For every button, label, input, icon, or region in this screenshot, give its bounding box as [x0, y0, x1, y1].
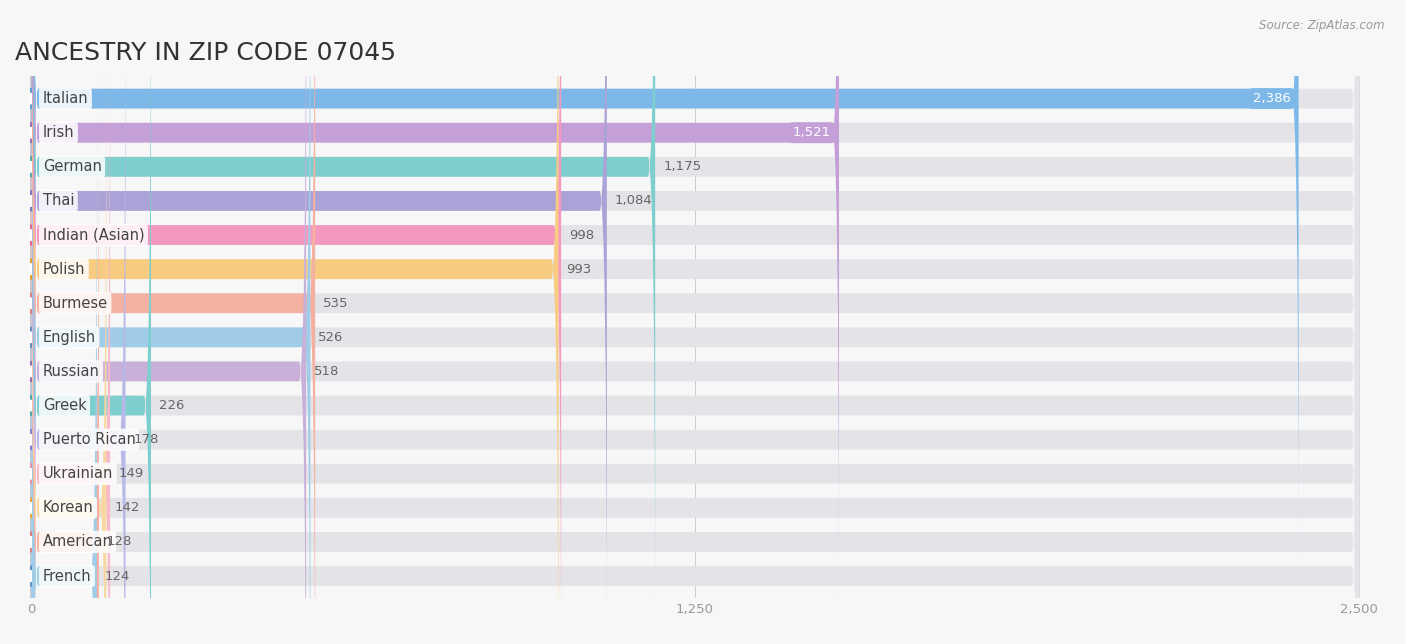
- FancyBboxPatch shape: [31, 74, 1360, 644]
- Text: Irish: Irish: [42, 125, 75, 140]
- Text: Indian (Asian): Indian (Asian): [42, 227, 145, 243]
- FancyBboxPatch shape: [31, 6, 110, 644]
- FancyBboxPatch shape: [31, 0, 1360, 644]
- Text: German: German: [42, 159, 101, 175]
- Text: Russian: Russian: [42, 364, 100, 379]
- Text: 2,386: 2,386: [1253, 92, 1291, 105]
- Text: 998: 998: [569, 229, 595, 242]
- Text: Thai: Thai: [42, 193, 75, 209]
- FancyBboxPatch shape: [31, 0, 1360, 644]
- FancyBboxPatch shape: [31, 0, 125, 644]
- FancyBboxPatch shape: [31, 41, 1360, 644]
- FancyBboxPatch shape: [31, 0, 655, 634]
- FancyBboxPatch shape: [31, 0, 1360, 644]
- Text: 149: 149: [118, 468, 143, 480]
- Text: Puerto Rican: Puerto Rican: [42, 432, 135, 447]
- Text: Ukrainian: Ukrainian: [42, 466, 112, 481]
- Text: 993: 993: [567, 263, 592, 276]
- Text: Greek: Greek: [42, 398, 86, 413]
- FancyBboxPatch shape: [31, 0, 315, 644]
- Text: 535: 535: [323, 297, 349, 310]
- FancyBboxPatch shape: [31, 0, 1360, 566]
- Text: American: American: [42, 535, 112, 549]
- FancyBboxPatch shape: [31, 0, 1360, 644]
- FancyBboxPatch shape: [31, 0, 561, 644]
- FancyBboxPatch shape: [31, 0, 1360, 644]
- FancyBboxPatch shape: [31, 41, 107, 644]
- Text: 1,175: 1,175: [664, 160, 702, 173]
- FancyBboxPatch shape: [31, 0, 1299, 566]
- FancyBboxPatch shape: [31, 74, 98, 644]
- FancyBboxPatch shape: [31, 0, 150, 644]
- Text: 128: 128: [107, 535, 132, 549]
- Text: 226: 226: [159, 399, 184, 412]
- FancyBboxPatch shape: [31, 0, 311, 644]
- FancyBboxPatch shape: [31, 0, 1360, 644]
- Text: 1,521: 1,521: [793, 126, 831, 139]
- FancyBboxPatch shape: [31, 0, 307, 644]
- Text: 526: 526: [318, 331, 343, 344]
- FancyBboxPatch shape: [31, 0, 1360, 644]
- Text: Burmese: Burmese: [42, 296, 108, 311]
- Text: Korean: Korean: [42, 500, 93, 515]
- Text: English: English: [42, 330, 96, 345]
- FancyBboxPatch shape: [31, 0, 839, 600]
- Text: ANCESTRY IN ZIP CODE 07045: ANCESTRY IN ZIP CODE 07045: [15, 41, 396, 65]
- Text: 518: 518: [314, 365, 339, 378]
- Text: French: French: [42, 569, 91, 583]
- FancyBboxPatch shape: [31, 108, 97, 644]
- Text: Polish: Polish: [42, 261, 86, 277]
- FancyBboxPatch shape: [31, 0, 607, 644]
- FancyBboxPatch shape: [31, 0, 1360, 634]
- Text: 142: 142: [114, 502, 139, 515]
- Text: Italian: Italian: [42, 91, 89, 106]
- Text: Source: ZipAtlas.com: Source: ZipAtlas.com: [1260, 19, 1385, 32]
- FancyBboxPatch shape: [31, 6, 1360, 644]
- FancyBboxPatch shape: [31, 0, 558, 644]
- Text: 124: 124: [105, 569, 131, 583]
- Text: 1,084: 1,084: [614, 194, 652, 207]
- FancyBboxPatch shape: [31, 108, 1360, 644]
- Text: 178: 178: [134, 433, 159, 446]
- FancyBboxPatch shape: [31, 0, 1360, 600]
- FancyBboxPatch shape: [31, 0, 1360, 644]
